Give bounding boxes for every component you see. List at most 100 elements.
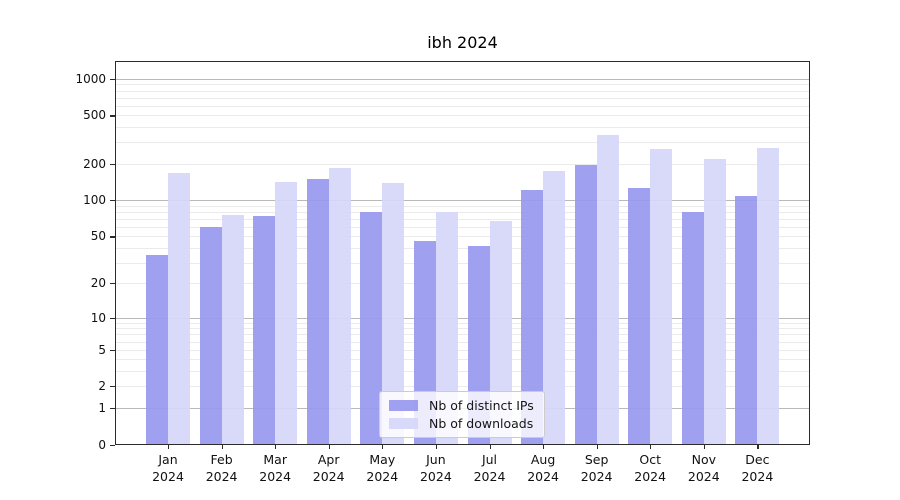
bar-nb-of-distinct-ips-apr [306,179,329,445]
bar-nb-of-downloads-may [382,183,405,445]
legend-swatch-distinct-ips [389,400,418,411]
gridline-minor [115,371,810,373]
y-tick-label: 1 [98,400,106,415]
x-tick-label-dec: Dec 2024 [741,452,774,484]
legend-item-distinct-ips: Nb of distinct IPs [389,398,535,413]
gridline-minor [115,142,810,144]
x-tick-mark [275,445,277,449]
gridline-minor [115,386,810,388]
gridline-minor [115,236,810,238]
y-tick-mark [110,349,115,351]
x-tick-label-sep: Sep 2024 [580,452,613,484]
y-tick-label: 2 [98,379,106,394]
x-tick-mark [596,445,598,449]
bar-nb-of-distinct-ips-nov [681,212,704,445]
bar-nb-of-downloads-mar [275,181,298,445]
gridline-minor [115,349,810,351]
x-tick-label-jan: Jan 2024 [152,452,184,484]
y-tick-mark [110,236,115,238]
bar-nb-of-downloads-apr [328,168,351,445]
bar-nb-of-downloads-nov [703,159,726,445]
gridline-minor [115,97,810,99]
x-tick-label-nov: Nov 2024 [687,452,720,484]
bar-nb-of-distinct-ips-oct [628,187,651,445]
y-tick-label: 200 [83,156,106,171]
x-tick-mark [168,445,170,449]
x-tick-mark [435,445,438,449]
y-tick-mark [110,407,115,409]
y-tick-mark [110,386,115,388]
gridline-minor [115,334,810,336]
bar-nb-of-distinct-ips-aug [521,190,544,445]
y-tick-label: 50 [90,229,106,244]
x-tick-mark [382,445,384,449]
y-tick-label: 500 [83,108,106,123]
bar-nb-of-downloads-oct [650,149,673,445]
bar-nb-of-downloads-jun [435,212,458,445]
legend-swatch-downloads [389,418,418,429]
bar-nb-of-downloads-dec [757,147,780,445]
gridline-major [115,317,810,319]
gridline-minor [115,115,810,117]
x-tick-mark [757,445,759,449]
gridline-minor [115,262,810,264]
chart-title: ibh 2024 [427,33,498,52]
gridline-minor [115,247,810,249]
x-tick-mark [543,445,545,449]
x-tick-label-feb: Feb 2024 [205,452,238,484]
y-tick-label: 100 [83,193,106,208]
y-tick-mark [110,444,115,446]
y-tick-mark [110,200,115,202]
legend-item-downloads: Nb of downloads [389,416,535,431]
x-tick-label-aug: Aug 2024 [527,452,559,484]
y-tick-mark [110,115,115,117]
legend-label-distinct-ips: Nb of distinct IPs [429,398,534,413]
gridline-major [115,78,810,80]
y-tick-mark [110,78,115,80]
x-tick-mark [650,445,652,449]
y-tick-mark [110,317,115,319]
plot-area: Nb of distinct IPs Nb of downloads [115,61,810,445]
gridline-minor [115,218,810,220]
y-tick-label: 20 [90,276,106,291]
gridline-minor [115,211,810,213]
bar-nb-of-distinct-ips-may [360,212,383,445]
gridline-minor [115,322,810,324]
y-tick-label: 5 [98,342,106,357]
gridline-minor [115,359,810,361]
y-tick-label: 10 [90,310,106,325]
bar-nb-of-distinct-ips-jan [146,255,168,445]
x-tick-mark [328,445,330,449]
gridline-minor [115,205,810,207]
bar-nb-of-distinct-ips-sep [574,165,597,445]
y-tick-label: 1000 [75,71,106,86]
gridline-minor [115,127,810,129]
bar-nb-of-downloads-sep [596,134,619,445]
x-tick-label-jun: Jun 2024 [419,452,452,484]
x-tick-label-may: May 2024 [366,452,399,484]
x-tick-label-oct: Oct 2024 [634,452,667,484]
gridline-minor [115,226,810,228]
legend: Nb of distinct IPs Nb of downloads [379,391,545,438]
gridline-minor [115,84,810,86]
bar-nb-of-downloads-jan [168,172,190,445]
gridline-minor [115,105,810,107]
x-tick-mark [221,445,223,449]
gridline-minor [115,90,810,92]
legend-label-downloads: Nb of downloads [429,416,534,431]
x-tick-mark [703,445,705,449]
bar-nb-of-distinct-ips-mar [253,215,276,445]
bar-nb-of-downloads-aug [543,171,566,445]
y-tick-mark [110,163,115,165]
gridline-minor [115,163,810,165]
bar-nb-of-distinct-ips-feb [199,227,222,445]
y-tick-label: 0 [98,437,106,452]
bar-nb-of-downloads-feb [221,215,244,445]
bar-nb-of-distinct-ips-dec [735,196,758,445]
x-tick-mark [489,445,491,449]
bar-nb-of-downloads-jul [489,220,512,445]
gridline-minor [115,341,810,343]
gridline-minor [115,283,810,285]
gridline-minor [115,328,810,330]
